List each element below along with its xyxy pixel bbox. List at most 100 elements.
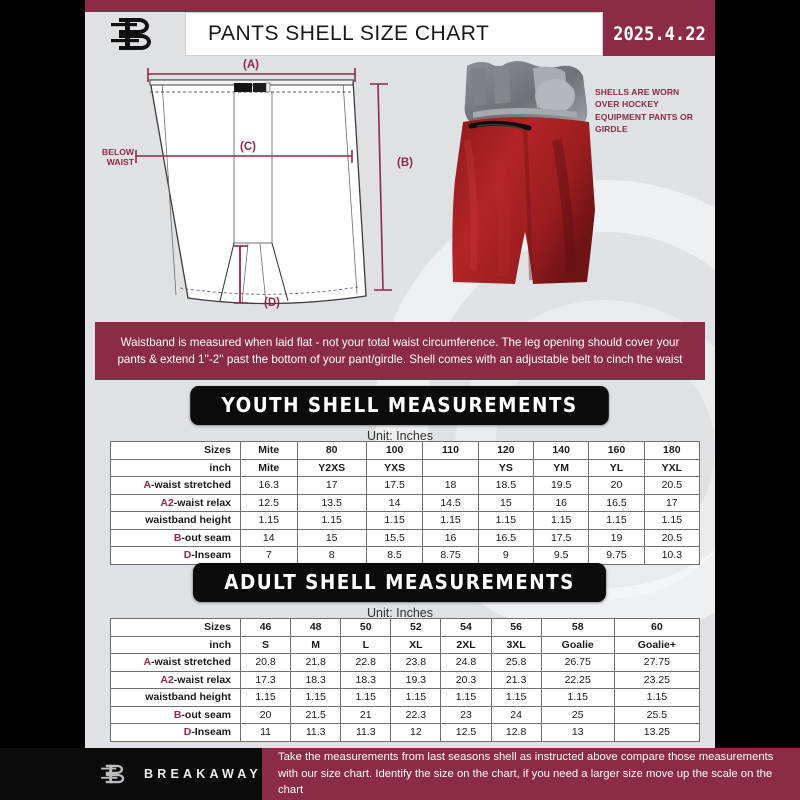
adult-measurements-table: Sizes 46 48 50 52 54 56 58 60 inch S M L XL 2XL 3XL Goal… xyxy=(110,618,701,742)
table-cell: 3XL xyxy=(490,635,542,654)
table-cell: 20.5 xyxy=(643,476,701,495)
page-title: PANTS SHELL SIZE CHART xyxy=(208,22,490,45)
table-cell: 15.5 xyxy=(365,528,424,547)
table-row: A2-waist relax 17.3 18.3 18.3 19.3 20.3 21.3 22… xyxy=(110,670,701,689)
table-cell: 1.15 xyxy=(240,511,298,530)
table-cell: 46 xyxy=(239,618,292,637)
adult-unit-label: Unit: Inches xyxy=(366,606,433,620)
table-cell: 110 xyxy=(422,441,479,460)
table-cell: Mite xyxy=(240,441,298,460)
table-cell: 1.15 xyxy=(540,688,615,707)
breakaway-b-logo-icon-footer xyxy=(101,764,125,784)
adult-heading: ADULT SHELL MEASUREMENTS xyxy=(193,563,607,602)
table-cell: 1.15 xyxy=(588,511,645,530)
table-row: D-Inseam 7 8 8.5 8.75 9 9.5 9.75 10.3 xyxy=(110,546,701,565)
table-cell: 17 xyxy=(643,493,701,512)
table-cell: 13 xyxy=(540,723,615,742)
brand-logo xyxy=(85,12,185,56)
row-label-marker: D xyxy=(183,549,192,562)
table-cell: 22.25 xyxy=(540,670,615,689)
table-cell: 10.3 xyxy=(643,546,701,565)
table-cell: 11 xyxy=(239,723,292,742)
row-label-marker: B xyxy=(173,708,182,721)
row-label: B-out seam xyxy=(110,528,241,547)
table-cell: 17.5 xyxy=(532,528,590,547)
table-cell: 100 xyxy=(365,441,424,460)
table-cell: 12.5 xyxy=(240,493,298,512)
table-cell: 23 xyxy=(440,705,492,724)
dimension-label-b: (B) xyxy=(397,157,413,169)
row-label: D-Inseam xyxy=(110,546,241,565)
dimension-label-d: (D) xyxy=(264,297,280,309)
table-cell: 21 xyxy=(340,705,392,724)
table-cell: 60 xyxy=(613,618,701,637)
table-cell: 20.3 xyxy=(440,670,492,689)
table-cell: 25 xyxy=(540,705,615,724)
youth-section-header: YOUTH SHELL MEASUREMENTS Unit: Inches xyxy=(85,386,715,443)
table-row: A-waist stretched 16.3 17 17.5 18 18.5 19.5 20 2… xyxy=(110,476,701,495)
table-cell: 1.15 xyxy=(477,511,535,530)
page-title-box: PANTS SHELL SIZE CHART xyxy=(185,12,603,56)
row-label: A2-waist relax xyxy=(110,670,241,689)
table-cell: 17 xyxy=(296,476,367,495)
table-cell: 1.15 xyxy=(290,688,342,707)
table-cell: 19 xyxy=(588,528,645,547)
row-label: D-Inseam xyxy=(110,723,241,742)
table-cell: 8.75 xyxy=(422,546,479,565)
table-cell: 180 xyxy=(643,441,701,460)
table-cell: 1.15 xyxy=(613,688,701,707)
table-cell: 12 xyxy=(390,723,442,742)
table-cell: 16.3 xyxy=(240,476,298,495)
table-cell: 54 xyxy=(440,618,492,637)
table-cell: 23.25 xyxy=(613,670,701,689)
table-row: waistband height 1.15 1.15 1.15 1.15 1.15 1.15… xyxy=(110,511,701,530)
row-label: Sizes xyxy=(110,441,241,460)
table-cell: YS xyxy=(477,458,535,477)
table-cell: 13.5 xyxy=(296,493,367,512)
table-cell: 1.15 xyxy=(532,511,590,530)
table-cell: Goalie xyxy=(540,635,615,654)
adult-table-wrap: Sizes 46 48 50 52 54 56 58 60 inch S M L XL 2XL 3XL Goal… xyxy=(110,618,701,742)
table-cell: 140 xyxy=(532,441,590,460)
table-cell: 21.5 xyxy=(290,705,342,724)
footer-brand: BREAKAWAY xyxy=(0,748,262,800)
table-row: A-waist stretched 20.8 21.8 22.8 23.8 24.8 25.… xyxy=(110,653,701,672)
date-badge: 2025.4.22 xyxy=(603,12,715,56)
table-cell: 18 xyxy=(422,476,479,495)
table-cell: 25.5 xyxy=(613,705,701,724)
row-label-marker: A xyxy=(143,479,152,492)
dimension-label-c: (C) xyxy=(240,141,256,153)
row-label: inch xyxy=(110,635,241,654)
table-cell: 20 xyxy=(239,705,292,724)
table-row: waistband height 1.15 1.15 1.15 1.15 1.15 1.15… xyxy=(110,688,701,707)
pants-technical-drawing: (A) (B) (C) (D) 7'' BELOW WAIST xyxy=(91,58,440,321)
table-cell: 22.3 xyxy=(390,705,442,724)
table-cell: 58 xyxy=(540,618,615,637)
table-row: A2-waist relax 12.5 13.5 14 14.5 15 16 16.5 17 xyxy=(110,493,701,512)
table-cell: 120 xyxy=(477,441,535,460)
table-cell: 19.3 xyxy=(390,670,442,689)
table-cell: 1.15 xyxy=(239,688,292,707)
table-cell: 1.15 xyxy=(390,688,442,707)
table-cell: 21.3 xyxy=(490,670,542,689)
dimension-label-a: (A) xyxy=(243,59,259,71)
table-cell: 56 xyxy=(490,618,542,637)
table-cell: 1.15 xyxy=(643,511,701,530)
table-cell: 12.5 xyxy=(440,723,492,742)
table-cell: YXS xyxy=(365,458,424,477)
table-cell: Goalie+ xyxy=(613,635,701,654)
table-cell: Mite xyxy=(240,458,298,477)
table-cell: 11.3 xyxy=(290,723,342,742)
row-label-marker: A2 xyxy=(160,496,174,509)
table-cell: 160 xyxy=(588,441,645,460)
row-label: inch xyxy=(110,458,241,477)
table-cell: 18.3 xyxy=(290,670,342,689)
row-label-marker: D xyxy=(183,726,192,739)
table-cell: 18.5 xyxy=(477,476,535,495)
table-cell: 7 xyxy=(240,546,298,565)
table-cell: YM xyxy=(532,458,590,477)
table-cell: 23.8 xyxy=(390,653,442,672)
table-cell: 12.8 xyxy=(490,723,542,742)
table-cell: 9.75 xyxy=(588,546,645,565)
